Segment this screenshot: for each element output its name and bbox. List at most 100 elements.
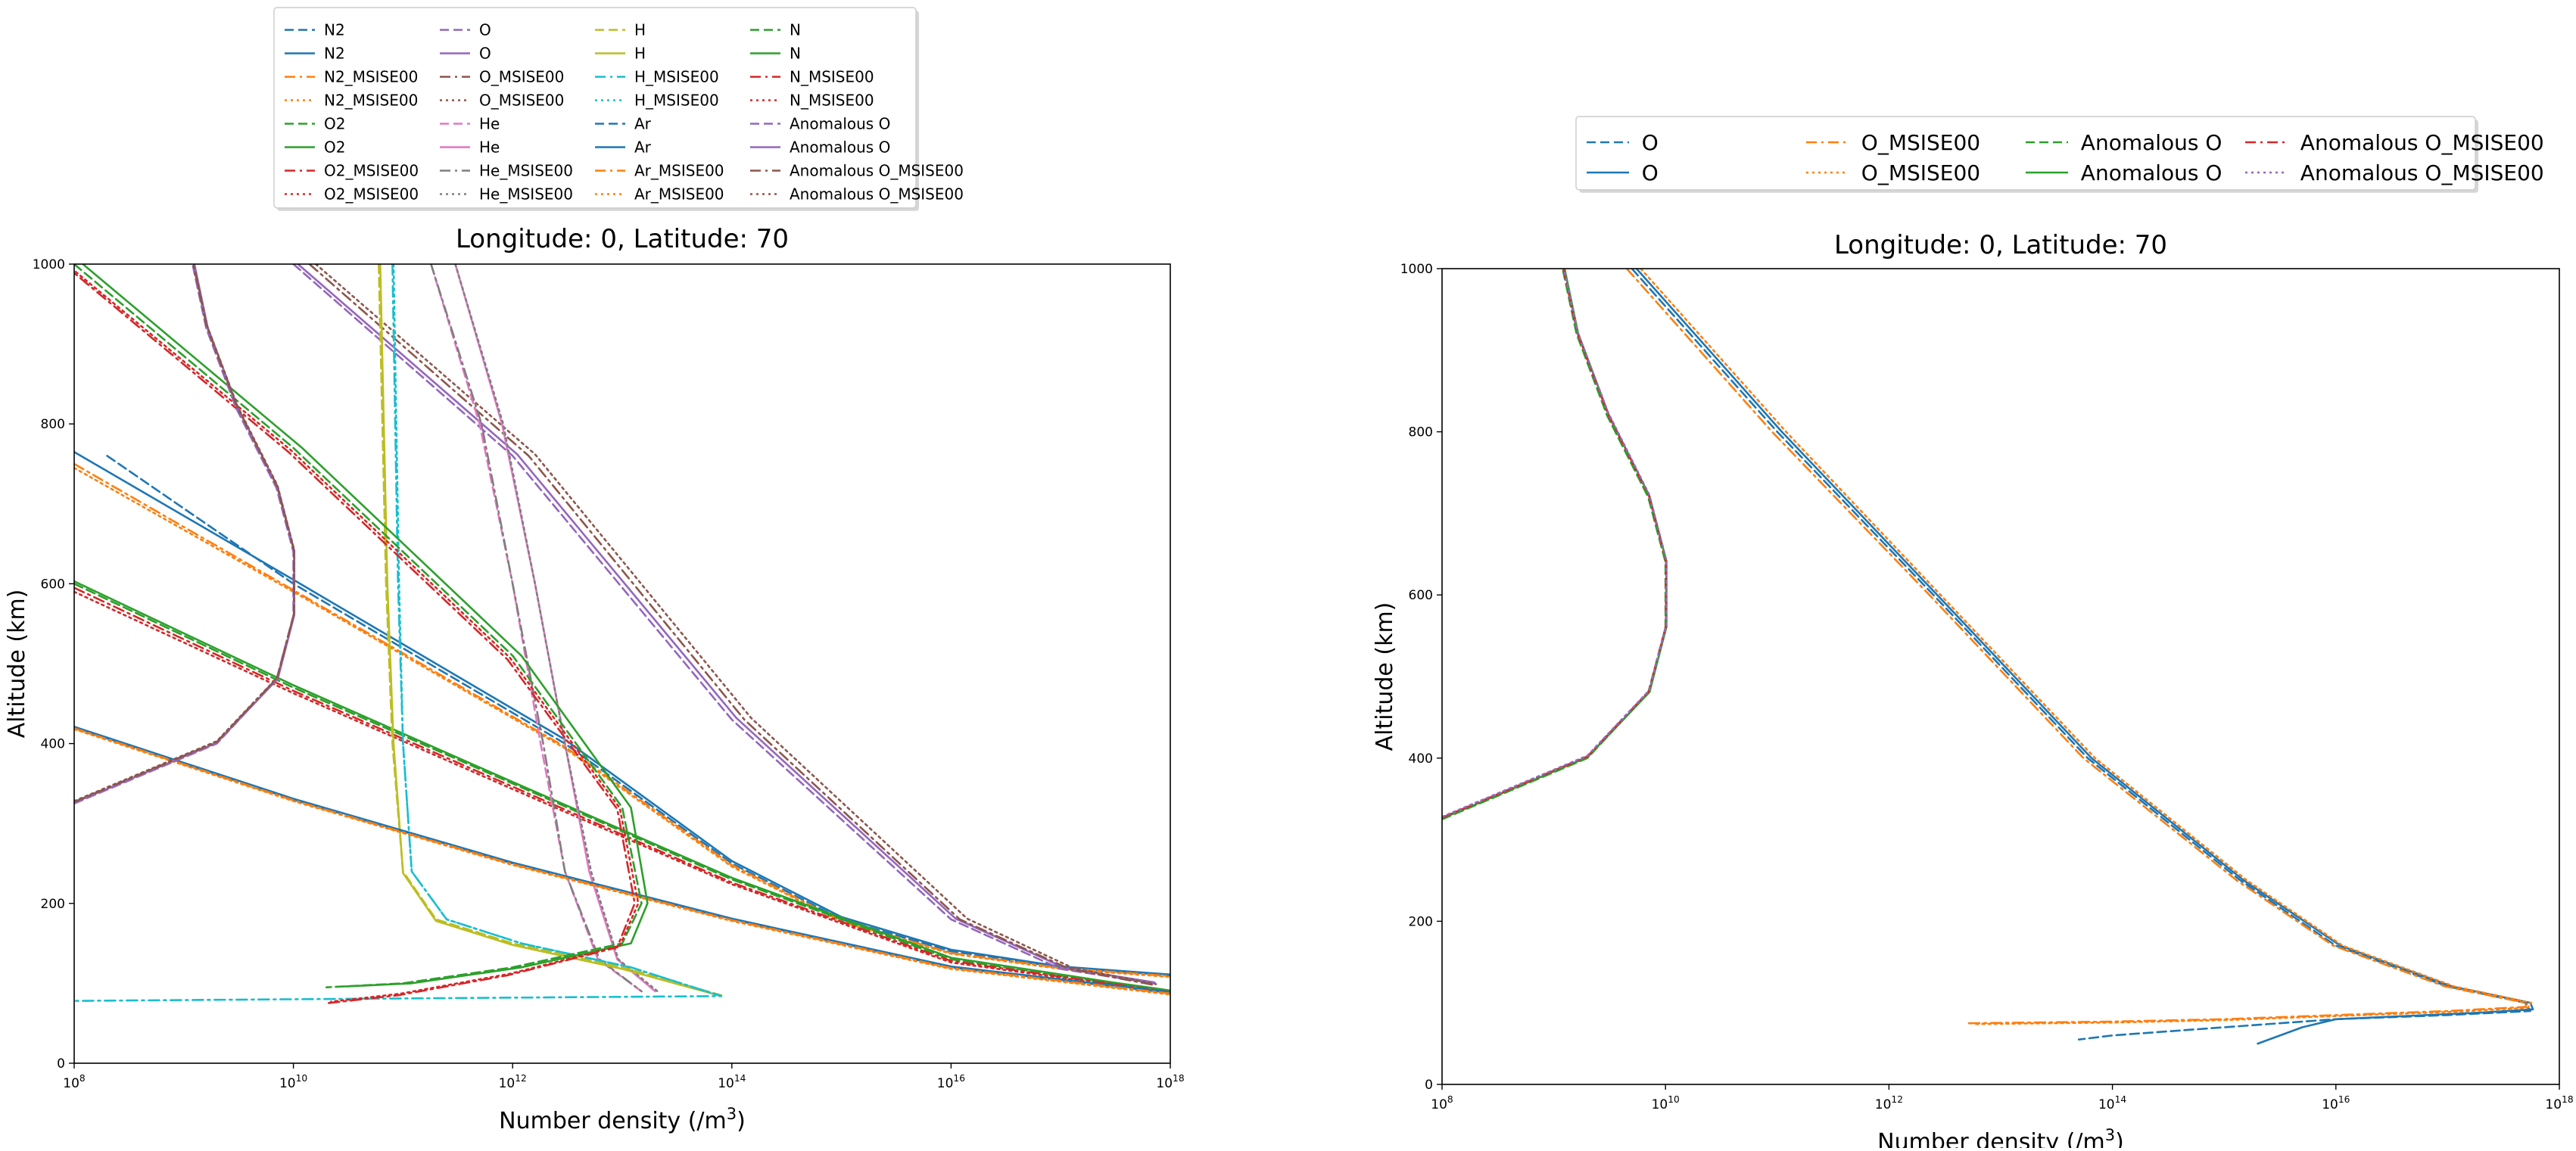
legend-label: Anomalous O_MSISE00 (790, 185, 964, 204)
x-tick-label: 1010 (279, 1073, 307, 1091)
series-line (392, 264, 723, 997)
x-tick-label: 1014 (2098, 1094, 2126, 1112)
x-tick-label: 1010 (1652, 1094, 1680, 1112)
x-tick-label: 1012 (499, 1073, 527, 1091)
legend-label: He (479, 138, 500, 157)
series-line (74, 264, 295, 803)
plot-frame (73, 263, 1171, 1064)
series-group (74, 264, 1170, 1005)
series-line (378, 264, 723, 997)
legend-label: Anomalous O (790, 115, 890, 133)
series-line (82, 264, 649, 988)
series-line (292, 264, 1154, 985)
chart-title: Longitude: 0, Latitude: 70 (456, 224, 789, 254)
legend-label: O_MSISE00 (479, 92, 564, 110)
legend-label: N2_MSISE00 (324, 68, 418, 86)
legend-label: H (634, 45, 646, 63)
series-group (1442, 269, 2534, 1045)
series-line (314, 264, 1157, 985)
legend-label: O (1642, 160, 1659, 185)
x-tick-label: 1016 (937, 1073, 965, 1091)
series-line (74, 580, 1170, 992)
x-tick-label: 1012 (1875, 1094, 1903, 1112)
legend-label: Ar (634, 138, 652, 157)
series-line (74, 726, 1170, 994)
series-line (74, 272, 636, 1005)
series-line (1442, 269, 1667, 820)
legend-label: N_MSISE00 (790, 68, 874, 86)
y-tick-label: 600 (1409, 588, 1433, 603)
series-line (74, 269, 640, 1003)
series-line (74, 728, 1170, 996)
series-line (1640, 269, 2533, 1025)
series-line (1442, 269, 1668, 820)
legend-label: N2 (324, 45, 345, 63)
legend: N2 N2 N2_MSISE00 N2_MSISE00 O2 O2 O2_MSISE00 O2… (273, 7, 964, 211)
legend-label: He_MSISE00 (479, 162, 573, 180)
series-line (74, 264, 295, 802)
legend-label: O_MSISE00 (1861, 160, 1980, 185)
series-line (1625, 269, 2527, 1025)
legend-label: O (479, 45, 491, 63)
x-tick-label: 1014 (718, 1073, 746, 1091)
series-line (1631, 269, 2531, 1041)
legend-label: Anomalous O_MSISE00 (790, 162, 964, 180)
series-line (430, 264, 643, 993)
legend-label: He_MSISE00 (479, 185, 573, 204)
x-axis-label: Number density (/m3) (1877, 1126, 2124, 1148)
legend-label: O2_MSISE00 (324, 185, 419, 204)
series-line (74, 467, 1170, 978)
series-line (1635, 269, 2534, 1045)
legend-label: O_MSISE00 (479, 68, 564, 86)
legend-label: N (790, 21, 801, 39)
y-tick-label: 400 (41, 737, 65, 752)
legend-label: Ar_MSISE00 (634, 162, 724, 180)
legend-label: N (790, 45, 801, 63)
y-tick-label: 0 (1425, 1078, 1433, 1093)
series-line (454, 264, 656, 993)
y-tick-label: 200 (1409, 914, 1433, 929)
legend-label: H (634, 21, 646, 39)
chart-2: 108 1010 1012 1014 1016 1018 0 200 400 600 800 1000… (1372, 116, 2574, 1151)
y-axis-label: Altitude (km) (1372, 602, 1398, 751)
series-line (430, 264, 643, 993)
y-tick-label: 800 (1409, 425, 1433, 440)
chart-1: 108 1010 1012 1014 1016 1018 0 200 400 600 800 1000… (4, 7, 1185, 1134)
legend-label: O2_MSISE00 (324, 162, 419, 180)
legend-label: Anomalous O (2081, 130, 2222, 155)
legend-label: Anomalous O_MSISE00 (2300, 160, 2544, 185)
legend-label: N2 (324, 21, 345, 39)
legend-label: H_MSISE00 (634, 68, 719, 86)
legend-label: H_MSISE00 (634, 92, 719, 110)
y-tick-label: 0 (57, 1056, 65, 1072)
legend-label: N2_MSISE00 (324, 92, 418, 110)
series-line (74, 450, 1170, 976)
legend-label: N_MSISE00 (790, 92, 874, 110)
legend-label: O (479, 21, 491, 39)
series-line (379, 264, 723, 997)
legend-label: O2 (324, 115, 345, 133)
legend-label: Ar (634, 115, 652, 133)
y-tick-label: 1000 (33, 257, 65, 272)
series-line (74, 586, 1170, 994)
series-line (74, 264, 294, 805)
chart-title: Longitude: 0, Latitude: 70 (1834, 230, 2167, 260)
legend-label: O_MSISE00 (1861, 130, 1980, 155)
x-tick-label: 1016 (2322, 1094, 2350, 1112)
x-tick-label: 1018 (1156, 1073, 1184, 1091)
legend-label: He (479, 115, 500, 133)
x-tick-label: 1018 (2545, 1094, 2573, 1112)
y-tick-label: 1000 (1400, 262, 1433, 277)
legend-label: O2 (324, 138, 345, 157)
series-line (1442, 269, 1668, 818)
series-line (74, 264, 643, 988)
x-axis-label: Number density (/m3) (499, 1105, 746, 1134)
series-line (454, 264, 659, 993)
legend: OO O_MSISE00 O_MSISE00 Anomalous O Anomalous… (1575, 116, 2544, 193)
y-tick-label: 200 (41, 897, 65, 912)
y-tick-label: 400 (1409, 751, 1433, 767)
x-tick-label: 108 (63, 1073, 85, 1091)
series-line (74, 727, 1170, 995)
